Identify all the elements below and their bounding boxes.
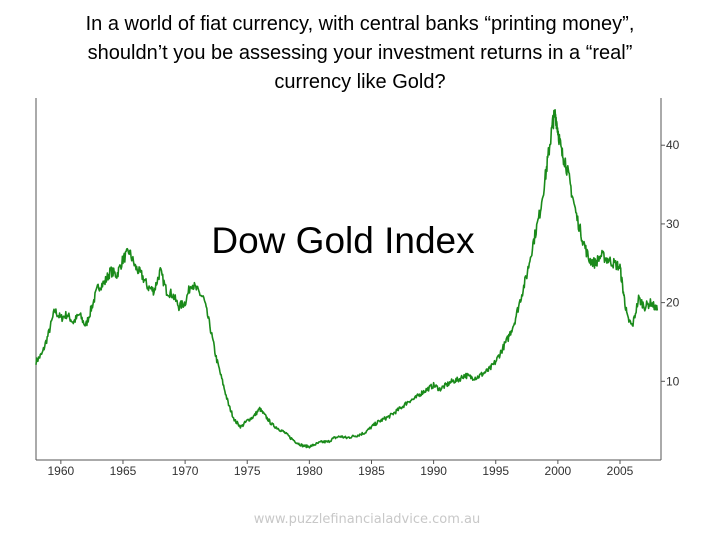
x-tick-label: 2005 (607, 464, 634, 478)
title-line-3: currency like Gold? (274, 71, 446, 93)
y-tick-label: 30 (666, 217, 680, 231)
x-tick-label: 1965 (110, 464, 137, 478)
x-tick-label: 1995 (482, 464, 509, 478)
title-line-1: In a world of fiat currency, with centra… (85, 13, 635, 35)
x-tick-label: 1975 (234, 464, 261, 478)
x-tick-label: 1970 (172, 464, 199, 478)
x-tick-label: 1985 (358, 464, 385, 478)
chart-background (30, 98, 695, 483)
dow-gold-index-chart: 1960 1965 1970 1975 1980 1985 1990 1995 2000 2005… (30, 98, 695, 483)
y-tick-label: 20 (666, 296, 680, 310)
footer-url: www.puzzlefinancialadvice.com.au (253, 512, 481, 527)
plot-frame (35, 98, 662, 461)
chart-title: Dow Gold Index (211, 220, 475, 261)
y-axis: 10 20 30 40 (661, 138, 680, 388)
x-tick-label: 1980 (296, 464, 323, 478)
series-line (35, 109, 659, 449)
slide-title: In a world of fiat currency, with centra… (0, 10, 720, 97)
x-tick-label: 1990 (420, 464, 447, 478)
x-tick-label: 2000 (545, 464, 572, 478)
y-tick-label: 10 (666, 374, 680, 388)
x-tick-label: 1960 (47, 464, 74, 478)
title-line-2: shouldn’t you be assessing your investme… (87, 42, 633, 64)
x-axis: 1960 1965 1970 1975 1980 1985 1990 1995 2000 2005 (47, 460, 634, 478)
y-tick-label: 40 (666, 138, 680, 152)
